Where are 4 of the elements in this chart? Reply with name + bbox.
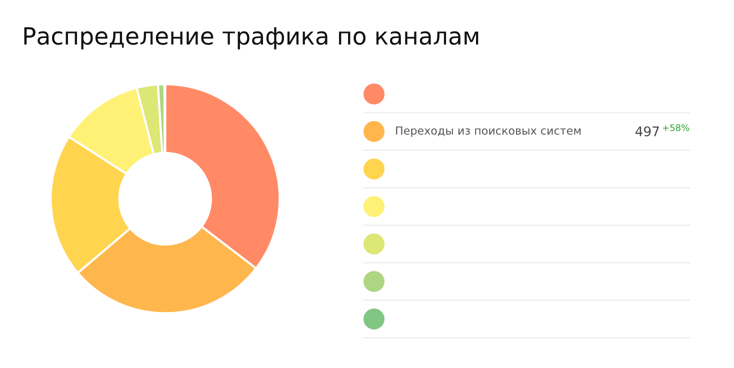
text: 497 — [635, 126, 659, 136]
legend-label: Переходы из поисковых систем — [396, 126, 581, 137]
chart-title: Распределение трафика по каналам — [24, 27, 478, 50]
text: +58% — [662, 124, 690, 132]
